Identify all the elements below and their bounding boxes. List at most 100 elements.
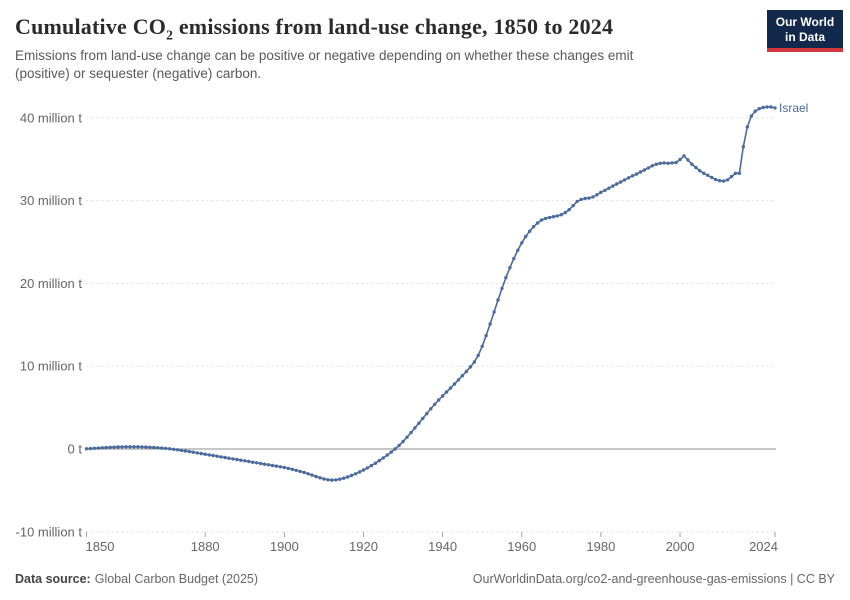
data-point[interactable] xyxy=(409,430,413,435)
data-point[interactable] xyxy=(239,458,243,462)
data-point[interactable] xyxy=(476,353,480,358)
data-point[interactable] xyxy=(630,174,635,178)
data-point[interactable] xyxy=(266,463,271,467)
data-point[interactable] xyxy=(698,169,702,173)
data-point[interactable] xyxy=(373,461,378,465)
data-point[interactable] xyxy=(298,469,302,474)
data-point[interactable] xyxy=(769,105,773,109)
data-point[interactable] xyxy=(563,210,567,215)
data-point[interactable] xyxy=(405,435,409,439)
data-point[interactable] xyxy=(599,190,603,194)
data-point[interactable] xyxy=(219,455,223,459)
data-point[interactable] xyxy=(745,125,749,129)
data-point[interactable] xyxy=(555,214,560,218)
data-point[interactable] xyxy=(132,445,136,449)
data-point[interactable] xyxy=(539,218,544,222)
data-point[interactable] xyxy=(223,455,227,460)
data-point[interactable] xyxy=(254,461,259,465)
data-point[interactable] xyxy=(84,447,89,451)
data-point[interactable] xyxy=(278,465,283,469)
data-point[interactable] xyxy=(314,474,318,479)
data-point[interactable] xyxy=(116,445,120,449)
data-point[interactable] xyxy=(92,446,97,450)
data-point[interactable] xyxy=(666,161,670,165)
data-point[interactable] xyxy=(112,445,116,449)
data-point[interactable] xyxy=(322,477,326,481)
data-point[interactable] xyxy=(282,465,286,470)
data-point[interactable] xyxy=(524,234,528,239)
data-point[interactable] xyxy=(302,470,306,475)
data-point[interactable] xyxy=(452,382,457,386)
data-point[interactable] xyxy=(429,407,433,411)
data-point[interactable] xyxy=(682,154,686,158)
data-point[interactable] xyxy=(773,106,777,110)
data-point[interactable] xyxy=(100,446,105,450)
data-point[interactable] xyxy=(516,248,520,252)
data-point[interactable] xyxy=(290,467,294,471)
data-point[interactable] xyxy=(251,460,255,464)
data-point[interactable] xyxy=(567,208,571,212)
data-point[interactable] xyxy=(611,184,615,188)
data-point[interactable] xyxy=(433,402,437,406)
data-point[interactable] xyxy=(124,445,128,449)
data-point[interactable] xyxy=(674,160,678,165)
data-point[interactable] xyxy=(227,456,231,460)
data-point[interactable] xyxy=(670,161,674,165)
data-point[interactable] xyxy=(460,374,465,378)
data-point[interactable] xyxy=(595,193,599,197)
data-point[interactable] xyxy=(488,322,492,326)
data-point[interactable] xyxy=(203,452,207,456)
data-point[interactable] xyxy=(757,107,761,111)
data-point[interactable] xyxy=(761,105,765,110)
data-point[interactable] xyxy=(642,168,647,172)
credit-link[interactable]: OurWorldinData.org/co2-and-greenhouse-ga… xyxy=(472,572,835,586)
data-point[interactable] xyxy=(678,157,682,162)
data-point[interactable] xyxy=(369,463,374,468)
data-point[interactable] xyxy=(211,453,215,458)
data-point[interactable] xyxy=(437,398,441,402)
data-point[interactable] xyxy=(749,114,753,118)
data-point[interactable] xyxy=(619,180,623,184)
data-point[interactable] xyxy=(737,171,742,175)
data-point[interactable] xyxy=(543,216,548,221)
data-point[interactable] xyxy=(686,158,690,162)
data-point[interactable] xyxy=(531,225,536,229)
data-point[interactable] xyxy=(167,447,172,451)
data-point[interactable] xyxy=(528,229,532,233)
data-point[interactable] xyxy=(231,457,235,461)
data-point[interactable] xyxy=(175,448,180,452)
data-point[interactable] xyxy=(765,105,769,109)
data-point[interactable] xyxy=(508,266,512,270)
data-point[interactable] xyxy=(306,472,310,476)
data-point[interactable] xyxy=(512,256,516,261)
data-point[interactable] xyxy=(334,478,338,482)
data-point[interactable] xyxy=(215,454,219,458)
data-point[interactable] xyxy=(500,286,504,291)
data-point[interactable] xyxy=(187,449,192,454)
data-point[interactable] xyxy=(591,195,595,199)
data-point[interactable] xyxy=(191,450,195,454)
data-point[interactable] xyxy=(338,477,342,481)
data-point[interactable] xyxy=(694,165,698,170)
data-point[interactable] xyxy=(710,175,714,180)
data-point[interactable] xyxy=(425,411,429,416)
data-point[interactable] xyxy=(721,179,726,183)
data-point[interactable] xyxy=(274,464,279,468)
data-point[interactable] xyxy=(171,447,176,451)
data-point[interactable] xyxy=(520,241,524,245)
data-point[interactable] xyxy=(634,172,639,176)
data-point[interactable] xyxy=(496,298,500,302)
data-point[interactable] xyxy=(733,171,738,175)
data-point[interactable] xyxy=(330,478,334,482)
data-point[interactable] xyxy=(88,446,93,451)
data-point[interactable] xyxy=(96,446,101,450)
data-point[interactable] xyxy=(440,394,445,398)
data-point[interactable] xyxy=(179,448,184,453)
data-point[interactable] xyxy=(575,199,579,204)
data-point[interactable] xyxy=(128,445,132,449)
data-point[interactable] xyxy=(551,215,556,219)
data-point[interactable] xyxy=(195,451,199,455)
data-point[interactable] xyxy=(725,178,730,182)
data-point[interactable] xyxy=(706,173,710,177)
